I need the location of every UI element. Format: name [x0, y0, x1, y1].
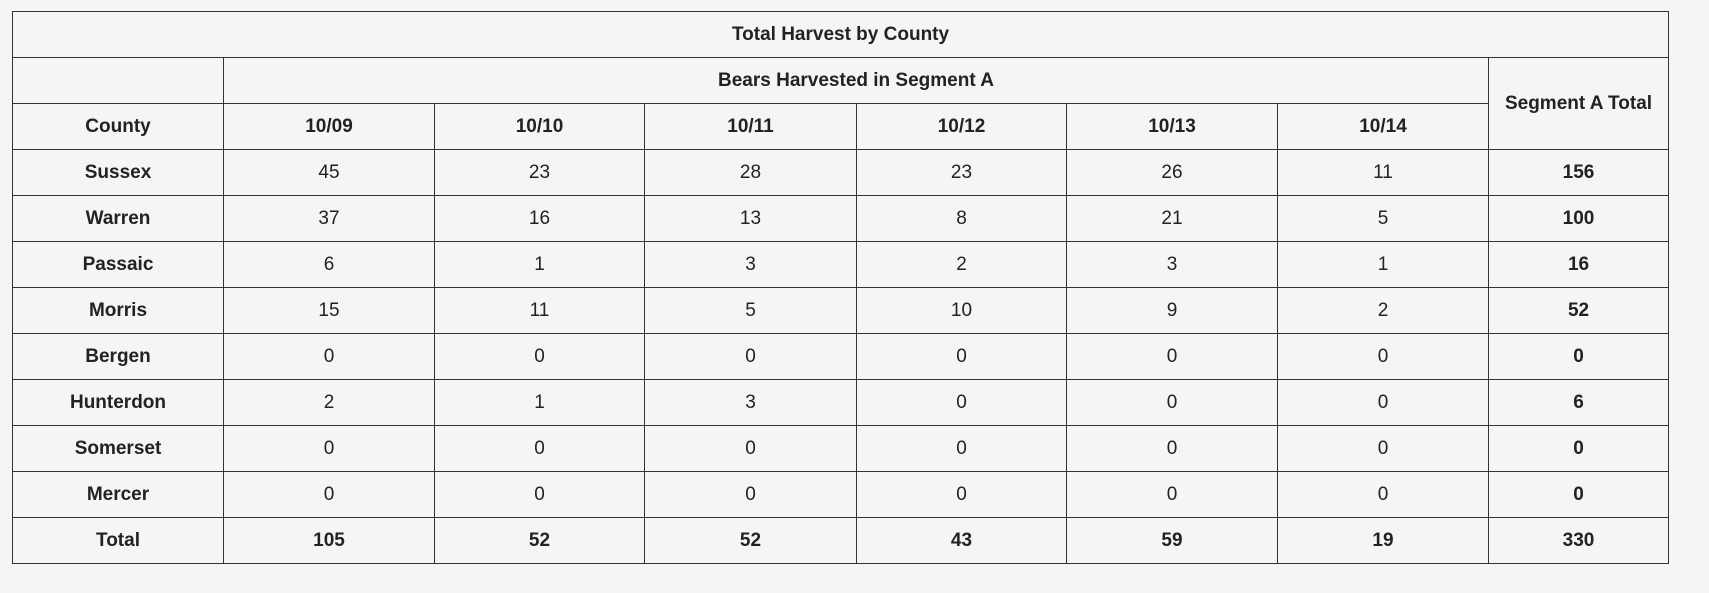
table-row: Total 105 52 52 43 59 19 330: [12, 517, 1670, 564]
harvest-count: 0: [856, 471, 1067, 518]
table-row: Bergen 0 0 0 0 0 0 0: [12, 333, 1670, 380]
harvest-count: 0: [223, 425, 435, 472]
row-total: 16: [1487, 241, 1670, 288]
table-row: Morris 15 11 5 10 9 2 52: [12, 287, 1670, 334]
harvest-count: 0: [434, 471, 645, 518]
column-header: 10/12: [856, 103, 1067, 150]
harvest-count: 2: [1277, 287, 1489, 334]
row-total: 6: [1487, 379, 1670, 426]
column-header: 10/14: [1277, 103, 1489, 150]
row-total: 52: [1487, 287, 1670, 334]
row-total: 100: [1487, 195, 1670, 242]
row-total: 0: [1487, 425, 1670, 472]
column-header: 10/11: [644, 103, 857, 150]
harvest-count: 0: [223, 471, 435, 518]
table-body: Total Harvest by County Bears Harvested i…: [11, 11, 1670, 564]
harvest-count: 0: [1066, 425, 1278, 472]
county-name: Somerset: [12, 425, 224, 472]
table-row: Sussex 45 23 28 23 26 11 156: [12, 149, 1670, 196]
county-name: Passaic: [12, 241, 224, 288]
harvest-count: 13: [644, 195, 857, 242]
harvest-count: 23: [856, 149, 1067, 196]
harvest-count: 0: [1066, 471, 1278, 518]
county-name: Morris: [12, 287, 224, 334]
table-row: Total Harvest by County: [11, 11, 1670, 58]
harvest-count: 5: [1277, 195, 1489, 242]
harvest-count: 10: [856, 287, 1067, 334]
harvest-count: 11: [1277, 149, 1489, 196]
table-row: Mercer 0 0 0 0 0 0 0: [12, 471, 1670, 518]
table-row: County 10/09 10/10 10/11 10/12 10/13 10/14: [12, 103, 1669, 150]
harvest-count: 37: [223, 195, 435, 242]
harvest-count: 0: [1277, 379, 1489, 426]
row-total: 156: [1487, 149, 1670, 196]
total-header: Segment A Total: [1487, 57, 1670, 150]
column-total: 52: [644, 517, 857, 564]
harvest-count: 5: [644, 287, 857, 334]
harvest-count: 3: [644, 241, 857, 288]
table-row: Warren 37 16 13 8 21 5 100: [12, 195, 1670, 242]
harvest-count: 3: [644, 379, 857, 426]
harvest-count: 0: [434, 425, 645, 472]
group-header: Bears Harvested in Segment A: [223, 57, 1489, 104]
total-label: Total: [12, 517, 224, 564]
table-row: Bears Harvested in Segment A Segment A To…: [12, 57, 1670, 150]
column-total: 19: [1277, 517, 1489, 564]
harvest-count: 0: [644, 471, 857, 518]
table-title: Total Harvest by County: [11, 11, 1670, 58]
county-name: Warren: [12, 195, 224, 242]
harvest-count: 45: [223, 149, 435, 196]
harvest-count: 0: [856, 379, 1067, 426]
county-name: Sussex: [12, 149, 224, 196]
column-header: 10/10: [434, 103, 645, 150]
harvest-count: 3: [1066, 241, 1278, 288]
column-total: 59: [1066, 517, 1278, 564]
harvest-count: 0: [856, 333, 1067, 380]
harvest-count: 8: [856, 195, 1067, 242]
column-header: County: [12, 103, 224, 150]
harvest-count: 0: [856, 425, 1067, 472]
harvest-count: 0: [644, 425, 857, 472]
harvest-count: 0: [1066, 333, 1278, 380]
column-header: 10/09: [223, 103, 435, 150]
harvest-count: 0: [1277, 333, 1489, 380]
row-total: 0: [1487, 333, 1670, 380]
harvest-count: 15: [223, 287, 435, 334]
harvest-count: 28: [644, 149, 857, 196]
harvest-count: 9: [1066, 287, 1278, 334]
county-name: Hunterdon: [12, 379, 224, 426]
harvest-count: 6: [223, 241, 435, 288]
table-row: Somerset 0 0 0 0 0 0 0: [12, 425, 1670, 472]
county-name: Bergen: [12, 333, 224, 380]
harvest-count: 11: [434, 287, 645, 334]
table-row: Passaic 6 1 3 2 3 1 16: [12, 241, 1670, 288]
empty-cell: [12, 57, 224, 104]
harvest-count: 26: [1066, 149, 1278, 196]
harvest-count: 0: [1277, 425, 1489, 472]
column-total: 43: [856, 517, 1067, 564]
column-header: 10/13: [1066, 103, 1278, 150]
harvest-count: 0: [223, 333, 435, 380]
harvest-count: 16: [434, 195, 645, 242]
harvest-count: 23: [434, 149, 645, 196]
column-total: 52: [434, 517, 645, 564]
harvest-count: 2: [856, 241, 1067, 288]
harvest-count: 1: [434, 379, 645, 426]
harvest-count: 0: [434, 333, 645, 380]
harvest-table: Total Harvest by County Bears Harvested i…: [11, 11, 1670, 564]
harvest-count: 2: [223, 379, 435, 426]
harvest-count: 0: [644, 333, 857, 380]
column-total: 105: [223, 517, 435, 564]
table-row: Hunterdon 2 1 3 0 0 0 6: [12, 379, 1670, 426]
county-name: Mercer: [12, 471, 224, 518]
column-total: 330: [1487, 517, 1670, 564]
harvest-count: 0: [1066, 379, 1278, 426]
harvest-count: 21: [1066, 195, 1278, 242]
row-total: 0: [1487, 471, 1670, 518]
harvest-count: 0: [1277, 471, 1489, 518]
harvest-count: 1: [1277, 241, 1489, 288]
harvest-count: 1: [434, 241, 645, 288]
